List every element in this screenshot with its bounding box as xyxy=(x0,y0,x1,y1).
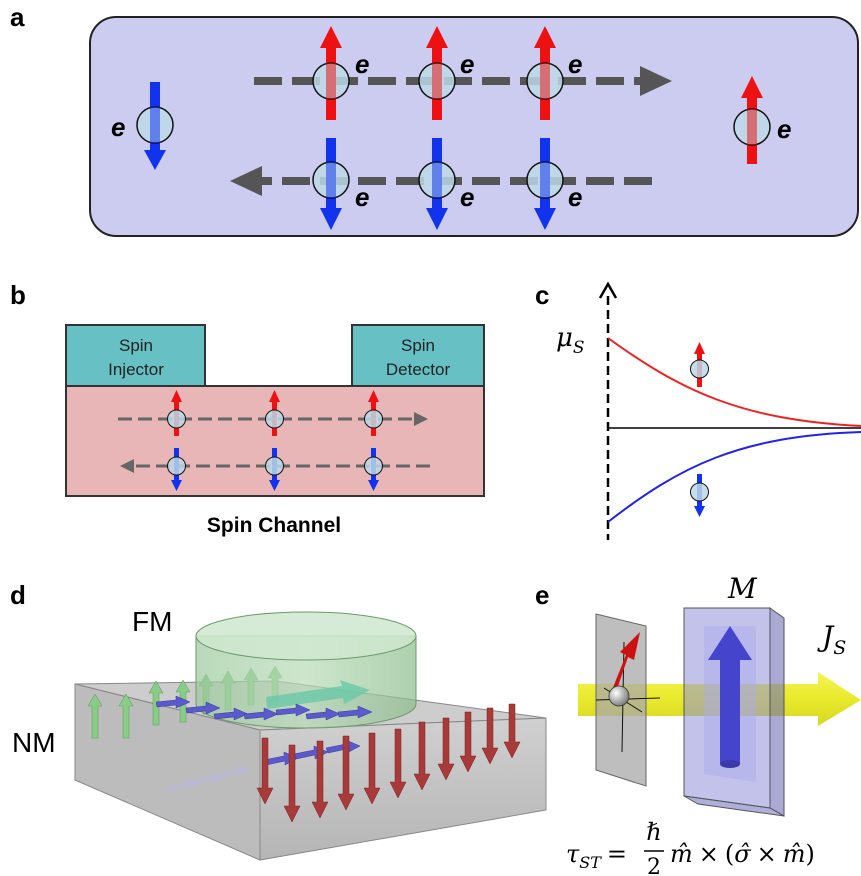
electron-label: e xyxy=(460,182,474,212)
panel-c-label: c xyxy=(535,280,549,310)
spin-torque-formula: τST = ℏ 2 m̂ × (σ̂ × m̂) xyxy=(566,818,815,876)
panel-e: e M JS τST xyxy=(535,572,861,876)
formula-lhs: τST = xyxy=(566,840,627,872)
electron-label: e xyxy=(460,49,474,79)
electron-spin-up: e xyxy=(526,26,582,120)
mu-s-label: μS xyxy=(556,323,585,358)
magnet-arrow xyxy=(708,626,752,764)
blue-flow-arrows xyxy=(155,695,373,766)
curve-electron-down xyxy=(690,474,709,517)
electron-ball xyxy=(608,685,630,707)
electron-label: e xyxy=(355,182,369,212)
magnet-label: M xyxy=(727,572,758,605)
fm-label: FM xyxy=(132,606,172,637)
panel-c: c μS xyxy=(535,280,861,540)
electron-spin-down-left: e xyxy=(111,82,174,170)
red-spin-arrows xyxy=(256,703,521,823)
electron-label: e xyxy=(568,49,582,79)
magnet-block xyxy=(683,607,785,817)
panel-b: b Spin Injector Spin Detector xyxy=(10,280,485,537)
channel-electron-down xyxy=(364,448,383,491)
spin-current-label: JS xyxy=(817,620,846,659)
spin-up-potential-curve xyxy=(607,337,861,427)
fm-cylinder xyxy=(195,611,417,729)
y-axis-arrowhead xyxy=(598,281,618,299)
injector-label-line1: Spin xyxy=(119,336,153,355)
spin-injector xyxy=(65,324,206,387)
electron-label: e xyxy=(355,49,369,79)
electron-label: e xyxy=(111,112,125,142)
panel-e-label: e xyxy=(535,580,549,610)
channel-electron-up xyxy=(265,390,284,436)
electron-spin-up: e xyxy=(418,26,474,120)
formula-hbar: ℏ xyxy=(646,818,661,846)
detector-label-line2: Detector xyxy=(386,360,451,379)
formula-two: 2 xyxy=(647,855,661,876)
spin-detector xyxy=(351,324,485,387)
injector-label-line2: Injector xyxy=(108,360,164,379)
electron-spin-down: e xyxy=(526,138,582,230)
nm-layer-side xyxy=(74,683,261,861)
faint-flow-arrows xyxy=(166,765,250,792)
panel-d-label: d xyxy=(10,580,26,610)
precessing-electron xyxy=(595,632,661,753)
panel-a-label: a xyxy=(10,2,25,32)
electron-spin-up-right: e xyxy=(733,76,791,164)
spin-channel-caption: Spin Channel xyxy=(207,514,341,537)
electron-spin-up: e xyxy=(312,26,369,120)
channel-electron-up xyxy=(364,390,383,436)
channel-electron-up xyxy=(167,390,186,436)
fm-magnetization-arrow xyxy=(266,680,370,709)
electron-label: e xyxy=(777,114,791,144)
channel-electron-down xyxy=(265,448,284,491)
panel-b-label: b xyxy=(10,280,26,310)
electron-spin-down: e xyxy=(418,138,474,230)
formula-rhs: m̂ × (σ̂ × m̂) xyxy=(670,840,815,868)
panel-d: d FM NM xyxy=(10,580,547,861)
curve-electron-up xyxy=(690,342,709,387)
nm-label: NM xyxy=(12,727,56,758)
nm-layer-front xyxy=(259,717,547,861)
detector-label-line1: Spin xyxy=(401,336,435,355)
panel-a: a e e xyxy=(10,2,859,237)
spin-down-potential-curve xyxy=(607,431,861,523)
electron-label: e xyxy=(568,182,582,212)
electron-spin-down: e xyxy=(312,138,369,230)
channel-electron-down xyxy=(167,448,186,491)
